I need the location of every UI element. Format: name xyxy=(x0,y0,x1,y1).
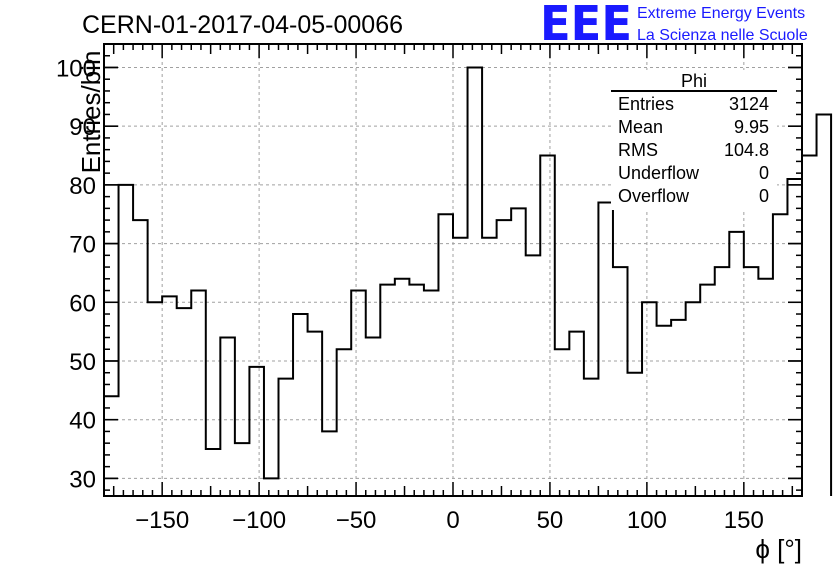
histogram-bin xyxy=(511,208,526,496)
eee-logo-line1: Extreme Energy Events xyxy=(637,5,805,22)
y-tick-label: 100 xyxy=(56,55,96,82)
stats-row-label: Overflow xyxy=(618,186,690,206)
eee-logo: EEE xyxy=(540,0,632,52)
x-tick-label: 0 xyxy=(446,507,459,534)
run-title: CERN-01-2017-04-05-00066 xyxy=(82,11,403,39)
histogram-bin xyxy=(322,431,337,496)
stats-box-background xyxy=(611,70,777,210)
histogram-bin xyxy=(424,291,439,496)
histogram-bin xyxy=(482,238,497,496)
histogram-bin xyxy=(366,338,381,496)
axis-ticks xyxy=(104,44,802,496)
histogram-bin xyxy=(744,267,759,496)
histogram-bin xyxy=(613,267,628,496)
eee-logo-line2: La Scienza nelle Scuole xyxy=(637,27,808,44)
stats-row-label: Underflow xyxy=(618,163,700,183)
histogram-bin xyxy=(119,185,134,496)
histogram-bin xyxy=(438,214,453,496)
histogram-bin xyxy=(729,232,744,496)
histogram-bin xyxy=(555,349,570,496)
histogram-bin xyxy=(220,338,235,496)
histogram-bin xyxy=(162,296,177,496)
y-tick-label: 80 xyxy=(69,173,96,200)
stats-row-label: RMS xyxy=(618,140,658,160)
histogram-bin xyxy=(206,449,221,496)
histogram-bin xyxy=(773,214,788,496)
histogram-bin xyxy=(569,332,584,496)
histogram-bin xyxy=(628,373,643,496)
histogram-bin xyxy=(802,156,817,496)
histogram-bin xyxy=(657,326,672,496)
histogram-bin xyxy=(598,202,613,496)
histogram-bin xyxy=(642,302,657,496)
x-tick-label: −150 xyxy=(135,507,189,534)
stats-row-value: 104.8 xyxy=(724,140,769,160)
histogram-bin xyxy=(540,156,555,496)
histogram-bin xyxy=(380,285,395,496)
x-axis-label: ϕ [°] xyxy=(755,534,802,564)
stats-row-value: 3124 xyxy=(729,94,769,114)
histogram-bin xyxy=(148,302,163,496)
stats-row-label: Entries xyxy=(618,94,674,114)
histogram-bin xyxy=(526,255,541,496)
histogram-bin xyxy=(235,443,250,496)
histogram-bin xyxy=(584,379,599,496)
histogram-step-line xyxy=(103,66,833,496)
histogram-bin xyxy=(453,238,468,496)
histogram-bin xyxy=(671,320,686,496)
y-axis-label: Entries/bin xyxy=(76,51,106,174)
y-tick-label: 30 xyxy=(69,466,96,493)
histogram-bin xyxy=(133,220,148,496)
stats-row-value: 9.95 xyxy=(734,117,769,137)
y-tick-label: 60 xyxy=(69,290,96,317)
x-tick-label: −100 xyxy=(232,507,286,534)
stats-row-label: Mean xyxy=(618,117,663,137)
histogram-bin xyxy=(497,220,512,496)
x-tick-label: −50 xyxy=(336,507,377,534)
stats-box: Phi Entries 3124 Mean 9.95 RMS 104.8 Underflow… xyxy=(611,70,777,210)
histogram-bin xyxy=(104,396,119,496)
histogram-bin xyxy=(337,349,352,496)
histogram-bin xyxy=(308,332,323,496)
y-tick-label: 70 xyxy=(69,232,96,259)
histogram-bin xyxy=(351,291,366,496)
histogram-bin xyxy=(249,367,264,496)
histogram-bin xyxy=(715,267,730,496)
histogram-bin xyxy=(264,478,279,496)
stats-row-value: 0 xyxy=(759,186,769,206)
x-tick-label: 50 xyxy=(537,507,564,534)
histogram-bin xyxy=(409,285,424,496)
histogram-bin xyxy=(279,379,294,496)
histogram-bin xyxy=(468,67,483,496)
histogram-bin xyxy=(293,314,308,496)
y-tick-label: 40 xyxy=(69,408,96,435)
histogram-bin xyxy=(700,285,715,496)
stats-box-title: Phi xyxy=(681,71,707,91)
histogram-bin xyxy=(395,279,410,496)
histogram-bin xyxy=(686,302,701,496)
stats-row-value: 0 xyxy=(759,163,769,183)
y-tick-label: 50 xyxy=(69,349,96,376)
x-tick-label: 100 xyxy=(627,507,667,534)
histogram-bin xyxy=(758,279,773,496)
histogram-bin xyxy=(177,308,192,496)
stats-box-rows: Entries 3124 Mean 9.95 RMS 104.8 Underflow 0 Ove… xyxy=(618,94,769,206)
axis-tick-labels: −150 −100 −50 0 50 100 150 30 40 50 60 70 80 90 100 xyxy=(56,55,764,534)
histogram-bin xyxy=(817,114,832,496)
x-tick-label: 150 xyxy=(724,507,764,534)
histogram-bin xyxy=(191,291,206,496)
y-tick-label: 90 xyxy=(69,114,96,141)
